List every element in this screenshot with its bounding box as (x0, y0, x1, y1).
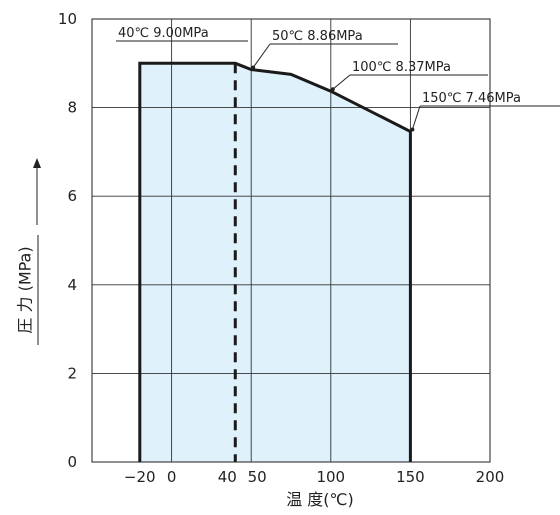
x-tick-label: 150 (396, 468, 425, 486)
annotation-label: 100℃ 8.37MPa (352, 60, 451, 75)
y-tick-label: 2 (67, 364, 77, 382)
annotation-leader (332, 74, 351, 90)
annotation-label: 150℃ 7.46MPa (422, 91, 521, 106)
x-tick-label: 0 (167, 468, 177, 486)
y-axis-arrow-icon (33, 158, 41, 225)
pressure-limit-line (138, 61, 412, 462)
annotation-leader-dot (251, 65, 256, 70)
y-tick-label: 8 (67, 99, 77, 117)
x-axis-label: 温 度(℃) (286, 490, 354, 509)
y-tick-label: 6 (67, 187, 77, 205)
y-tick-label: 0 (67, 453, 77, 471)
x-tick-label: 200 (476, 468, 505, 486)
x-tick-label: −20 (124, 468, 156, 486)
plot-frame (91, 18, 491, 463)
annotation-leader-dot (410, 127, 415, 132)
annotation-leader (411, 105, 421, 130)
data-annotation: 40℃ 9.00MPa (116, 26, 248, 42)
y-tick-label: 4 (67, 276, 77, 294)
y-axis-label: 圧 力 (MPa) (16, 246, 35, 333)
data-annotation: 100℃ 8.37MPa (330, 60, 488, 92)
annotation-leader-dot (330, 87, 335, 92)
annotation-label: 50℃ 8.86MPa (272, 29, 363, 44)
data-annotation: 150℃ 7.46MPa (410, 91, 560, 132)
y-axis-title-group: 圧 力 (MPa) (16, 235, 39, 345)
operating-region-fill (139, 63, 411, 463)
data-annotation: 50℃ 8.86MPa (251, 29, 398, 70)
annotation-label: 40℃ 9.00MPa (118, 26, 209, 41)
x-tick-label: 100 (316, 468, 345, 486)
x-tick-label: 40 (218, 468, 237, 486)
y-tick-label: 10 (58, 10, 77, 28)
x-tick-label: 50 (248, 468, 267, 486)
annotation-leader (252, 43, 271, 68)
